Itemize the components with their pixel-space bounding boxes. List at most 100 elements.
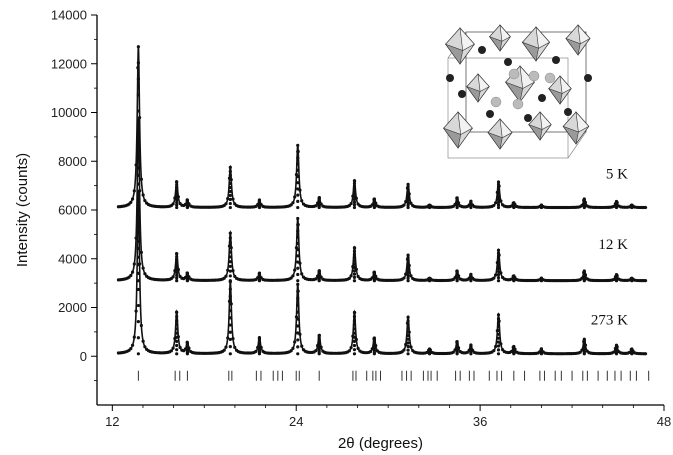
data-point (582, 197, 586, 201)
data-point (169, 349, 173, 353)
data-point (496, 195, 501, 199)
data-point (643, 279, 647, 283)
data-point (539, 347, 544, 351)
data-point (228, 337, 232, 342)
data-point (406, 344, 410, 349)
atom-light (544, 72, 556, 84)
data-point (175, 195, 179, 199)
data-point (136, 352, 140, 356)
data-point (496, 340, 501, 344)
data-point (293, 195, 297, 199)
data-point (228, 280, 232, 284)
data-point (406, 203, 410, 207)
data-point (178, 345, 182, 350)
octahedron-shape (487, 118, 513, 150)
data-point (496, 272, 501, 277)
data-point (582, 269, 586, 273)
data-point (136, 271, 140, 275)
octahedron-shape (442, 111, 473, 149)
y-tick-label: 4000 (58, 251, 87, 266)
data-point (409, 345, 413, 349)
data-point (228, 250, 232, 254)
data-point (352, 259, 357, 263)
data-point (291, 346, 295, 350)
data-point (136, 255, 140, 259)
data-point (141, 193, 145, 197)
data-point (352, 310, 357, 314)
data-point (630, 203, 634, 207)
data-point (171, 202, 175, 206)
data-point (404, 342, 408, 347)
data-point (352, 352, 357, 356)
data-point (296, 181, 300, 185)
data-point (427, 203, 432, 207)
data-point (352, 195, 357, 199)
data-point (496, 263, 501, 268)
data-point (496, 257, 501, 261)
data-point (141, 339, 145, 343)
data-point (296, 338, 300, 342)
data-point (136, 239, 140, 243)
data-point (143, 198, 147, 203)
data-point (406, 185, 410, 189)
data-point (138, 262, 142, 266)
data-point (352, 343, 357, 348)
data-point (317, 269, 321, 273)
data-point (496, 336, 501, 340)
data-point (347, 276, 351, 280)
data-point (296, 205, 300, 210)
data-point (296, 324, 300, 328)
data-point (175, 190, 179, 194)
data-point (352, 205, 357, 210)
data-point (130, 197, 135, 201)
data-point (496, 313, 501, 317)
data-point (427, 276, 432, 280)
data-point (347, 349, 351, 353)
data-point (352, 187, 357, 191)
data-point (175, 335, 179, 339)
data-point (349, 346, 353, 350)
data-point (406, 199, 410, 203)
data-point (352, 319, 357, 323)
data-point (352, 197, 357, 202)
y-tick-label: 8000 (58, 154, 87, 169)
data-point (404, 272, 408, 276)
data-point (499, 342, 503, 346)
data-point (296, 248, 300, 252)
data-point (296, 266, 300, 270)
data-point (425, 350, 429, 355)
data-point (317, 196, 321, 200)
data-point (300, 272, 304, 276)
y-tick-label: 14000 (51, 8, 87, 23)
data-point (402, 203, 406, 207)
data-point (130, 343, 135, 347)
data-point (175, 252, 179, 256)
data-point (496, 188, 501, 192)
data-point (352, 252, 357, 256)
data-point (231, 197, 235, 201)
data-point (226, 268, 230, 272)
data-point (352, 275, 357, 279)
data-point (296, 216, 300, 221)
data-point (496, 193, 501, 197)
y-tick-label: 2000 (58, 300, 87, 315)
x-axis-ticks: 12 24 36 48 (105, 405, 671, 429)
data-point (175, 319, 179, 323)
data-point (132, 262, 136, 266)
data-point (496, 266, 501, 271)
data-point (314, 204, 318, 208)
data-point (224, 274, 228, 278)
data-point (406, 322, 410, 327)
octahedron-shape (444, 27, 475, 65)
data-point (352, 179, 357, 183)
data-point (136, 118, 140, 122)
data-point (175, 193, 179, 197)
data-point (402, 348, 406, 352)
data-point (406, 279, 410, 283)
data-point (136, 61, 140, 65)
data-point (352, 189, 357, 194)
data-point (136, 77, 140, 81)
atom-dark (538, 94, 546, 102)
data-point (352, 265, 357, 270)
data-point (136, 109, 140, 113)
